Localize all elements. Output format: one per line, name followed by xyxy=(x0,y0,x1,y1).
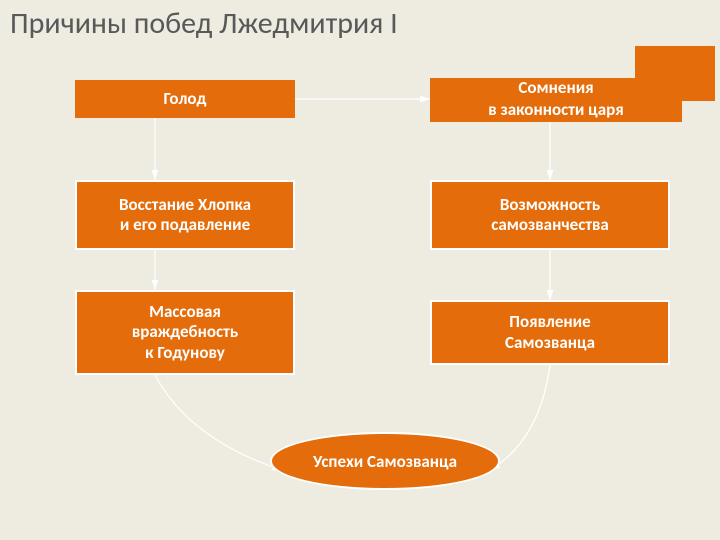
node-somneniya-line1: Сомнения xyxy=(430,78,682,98)
node-label: Сомнения xyxy=(518,78,593,98)
node-uspehi-samozvanca: Успехи Самозванца xyxy=(270,432,500,490)
node-somneniya-line2: в законности царя xyxy=(430,98,682,122)
node-vosstanie-hlopka: Восстание Хлопкаи его подавление xyxy=(75,180,295,250)
node-vrazhdebnost: Массоваявраждебностьк Годунову xyxy=(75,290,295,375)
node-label: Восстание Хлопкаи его подавление xyxy=(119,195,251,236)
slide-title: Причины побед Лжедмитрия I xyxy=(10,5,398,42)
node-poyavlenie-samozvanca: ПоявлениеСамозванца xyxy=(430,300,670,365)
diagram-stage: Причины побед Лжедмитрия I Голод Сомнени… xyxy=(0,0,720,540)
node-golod: Голод xyxy=(75,80,295,118)
node-vozmozhnost: Возможностьсамозванчества xyxy=(430,180,670,250)
node-label: ПоявлениеСамозванца xyxy=(505,312,595,353)
node-label: в законности царя xyxy=(488,100,623,120)
node-label: Успехи Самозванца xyxy=(313,451,457,472)
node-label: Массоваявраждебностьк Годунову xyxy=(132,302,238,363)
node-label: Возможностьсамозванчества xyxy=(491,195,609,236)
node-label: Голод xyxy=(164,89,207,109)
